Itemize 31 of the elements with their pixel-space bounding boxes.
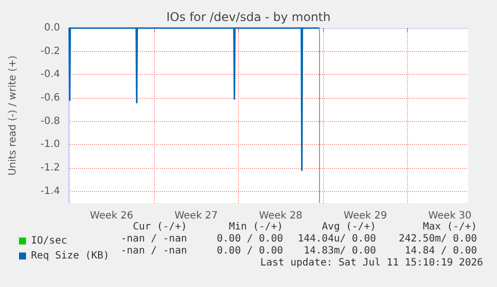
text: 144.04u/ 0.00 (298, 234, 376, 244)
x-tick-label: Week 28 (259, 210, 302, 222)
text: 242.50m/ 0.00 (398, 234, 477, 244)
line-series (68, 27, 320, 172)
x-tick-label: Week 26 (90, 210, 134, 222)
y-axis-title: Units read (-) / write (+) (8, 55, 18, 176)
legend-label: IO/sec (31, 236, 68, 246)
y-tick-label: -1.0 (40, 139, 60, 150)
text: Cur (-/+) (132, 222, 187, 232)
text: Min (-/+) (228, 222, 283, 232)
text: Avg (-/+) (322, 222, 376, 232)
text: -nan / -nan (120, 234, 187, 244)
y-tick-label: -0.8 (40, 116, 60, 127)
text: 14.83m/ 0.00 (304, 246, 376, 256)
text: -nan / -nan (120, 246, 187, 256)
y-tick-label: -0.4 (40, 69, 60, 80)
y-tick-label: -1.4 (40, 186, 60, 197)
x-tick-label: Week 30 (428, 210, 472, 222)
x-tick-label: Week 29 (344, 210, 387, 222)
y-tick-label: -0.2 (40, 46, 60, 57)
y-tick-label: 0.0 (44, 22, 60, 34)
text: Max (-/+) (422, 222, 477, 232)
text: 0.00 / 0.00 (216, 234, 283, 244)
legend-label: Req Size (KB) (31, 250, 110, 262)
text: 14.84 / 0.00 (404, 246, 477, 256)
y-tick-label: -1.2 (40, 162, 60, 174)
y-tick-label: -0.6 (40, 92, 60, 104)
text: Last update: Sat Jul 11 15:10:19 2026 (260, 258, 484, 268)
chart-title: IOs for /dev/sda - by month (166, 10, 331, 24)
text: 0.00 / 0.00 (216, 246, 283, 256)
x-tick-label: Week 27 (174, 210, 218, 222)
